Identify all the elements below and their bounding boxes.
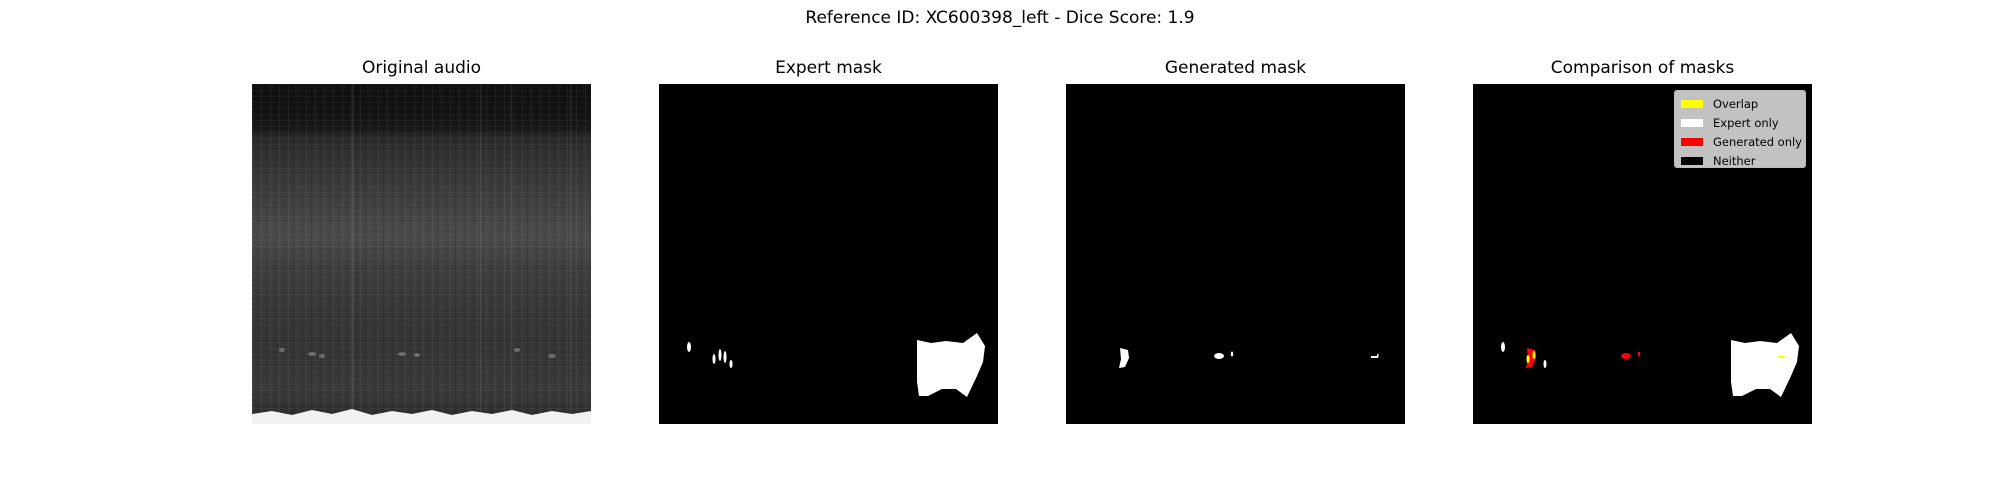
generated-mask-image	[1066, 84, 1405, 424]
generated-only-swatch	[1681, 138, 1703, 146]
expert-only-swatch	[1681, 119, 1703, 127]
expert-mask-panel: Expert mask	[659, 84, 998, 424]
legend-item-expert-only: Expert only	[1681, 113, 1799, 132]
original-audio-title: Original audio	[252, 58, 591, 78]
comparison-panel: Comparison of masks Overlap Expert only	[1473, 84, 1812, 424]
legend-item-overlap: Overlap	[1681, 94, 1799, 113]
legend-item-neither: Neither	[1681, 151, 1799, 170]
generated-mask-panel: Generated mask	[1066, 84, 1405, 424]
legend-label: Overlap	[1713, 97, 1758, 111]
legend-label: Generated only	[1713, 135, 1802, 149]
legend-item-generated-only: Generated only	[1681, 132, 1799, 151]
expert-mask-title: Expert mask	[659, 58, 998, 78]
original-audio-panel: Original audio	[252, 84, 591, 424]
expert-mask-image	[659, 84, 998, 424]
generated-mask-title: Generated mask	[1066, 58, 1405, 78]
legend-label: Expert only	[1713, 116, 1779, 130]
overlap-swatch	[1681, 100, 1703, 108]
neither-swatch	[1681, 157, 1703, 165]
legend-label: Neither	[1713, 154, 1755, 168]
figure-title: Reference ID: XC600398_left - Dice Score…	[0, 8, 2000, 28]
comparison-legend: Overlap Expert only Generated only Neith…	[1674, 90, 1806, 168]
spectrogram-image	[252, 84, 591, 424]
comparison-title: Comparison of masks	[1473, 58, 1812, 78]
